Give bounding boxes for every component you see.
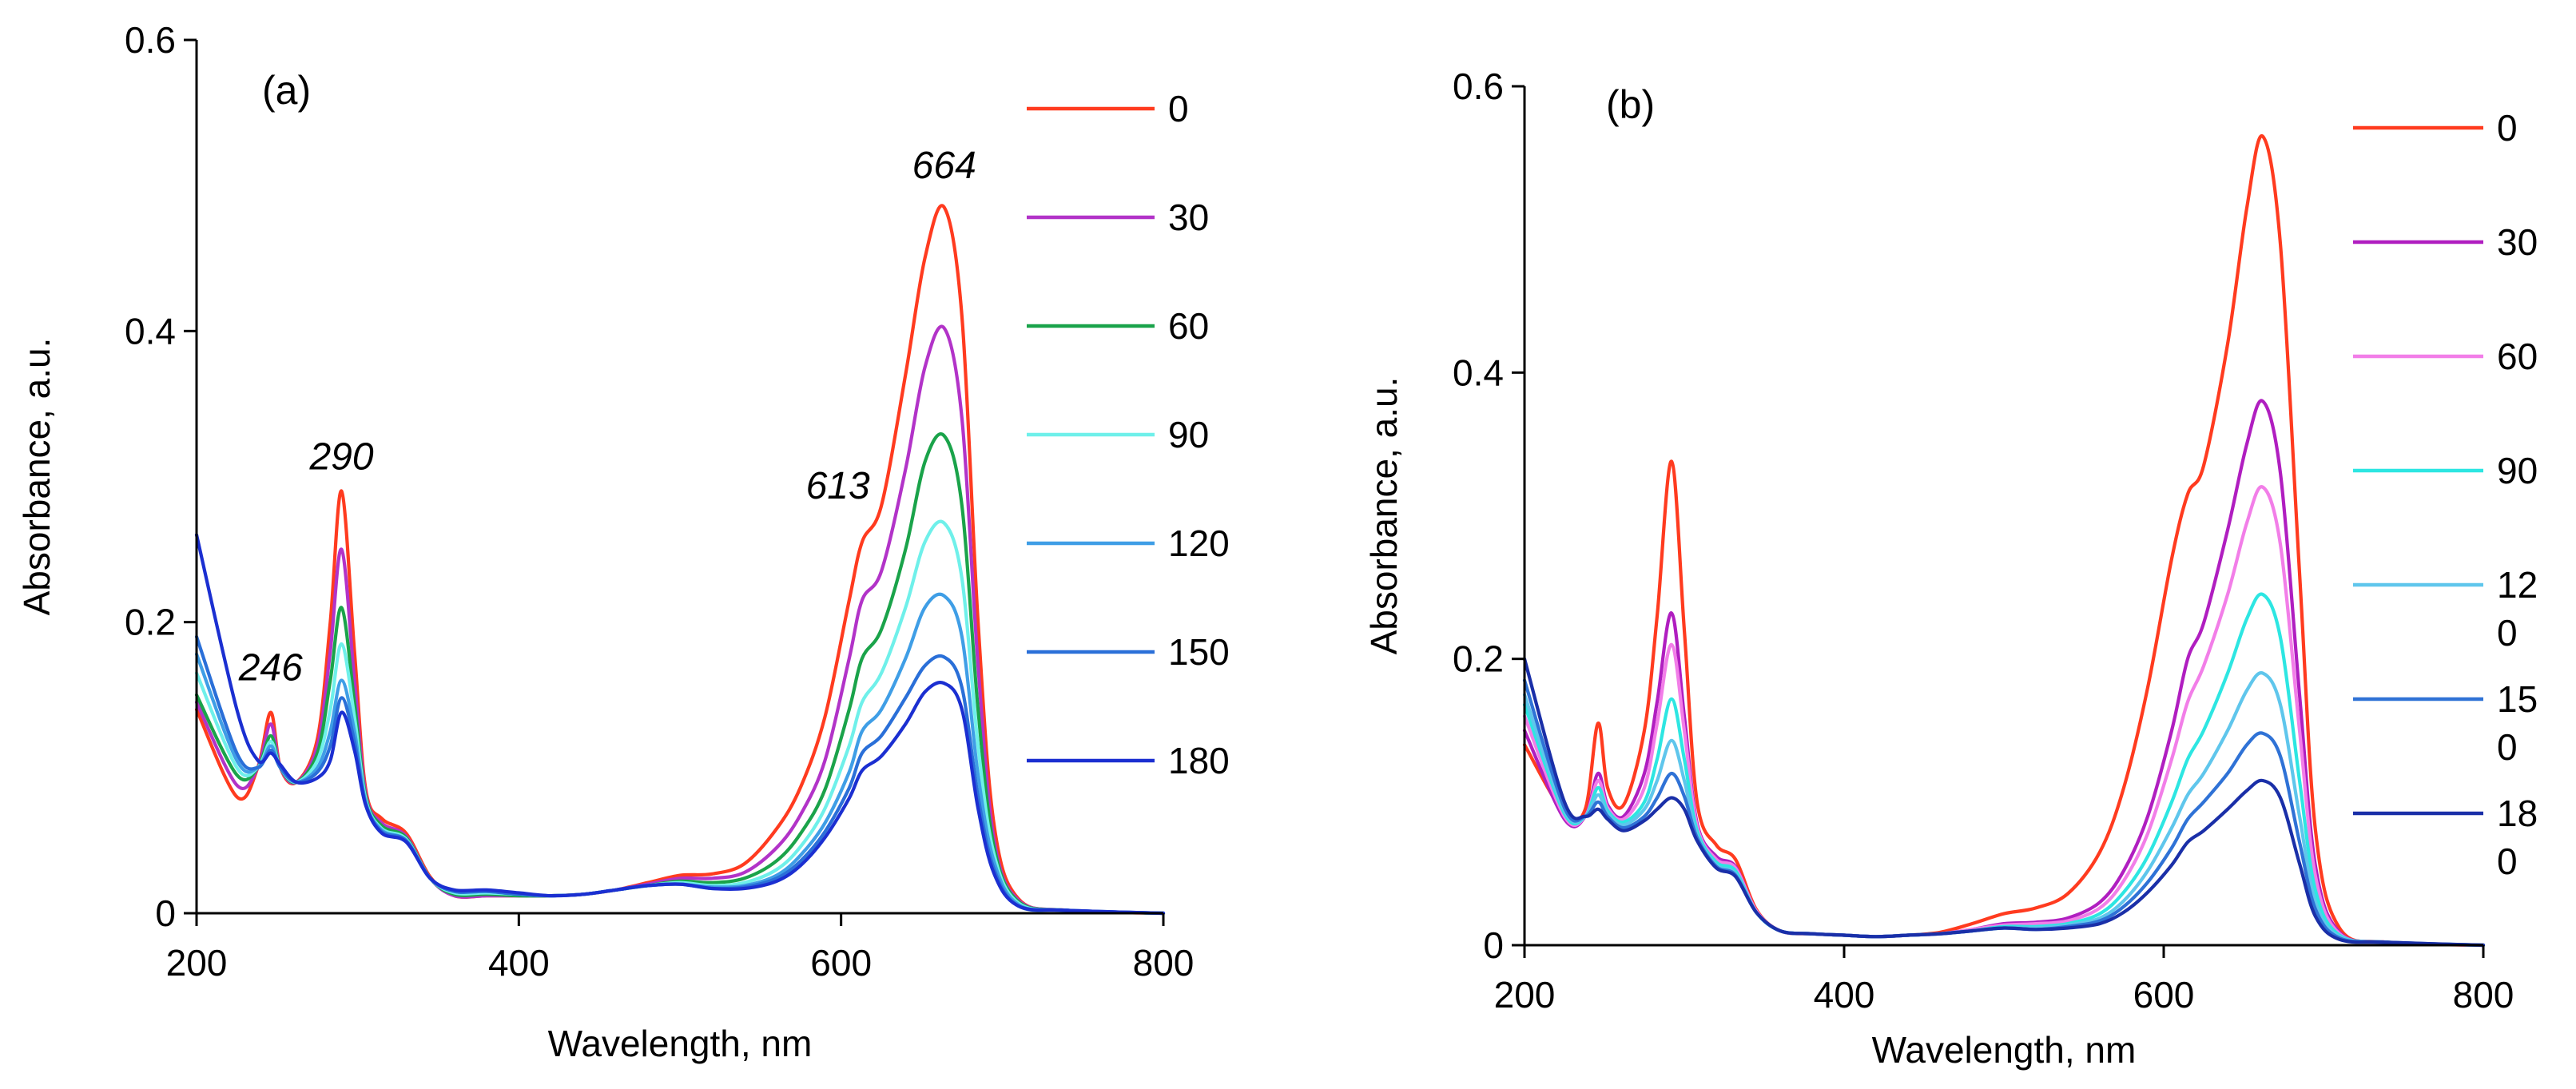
panel-b-legend-label: 0	[2497, 107, 2518, 149]
panel-a-legend: 0 30 60 90 120 150 180	[1027, 88, 1230, 781]
panel-a-y-tick-label: 0.2	[125, 602, 176, 643]
panel-a-y-tick-label: 0.4	[125, 310, 176, 352]
panel-a-series-line-180	[194, 533, 1166, 916]
panel-b-x-tick-label: 600	[2133, 974, 2195, 1015]
panel-b-legend-label: 60	[2497, 336, 2538, 377]
panel-b-legend-label: 12	[2497, 564, 2538, 606]
panel-a-y-axis-title: Absorbance, a.u.	[16, 338, 58, 616]
panel-a-x-tick-label: 800	[1133, 942, 1195, 984]
panel-a-peak-annotation: 246	[238, 647, 303, 690]
panel-a-x-tick-label: 600	[810, 942, 872, 984]
panel-b-label: (b)	[1606, 82, 1655, 127]
panel-a-series-line-30	[194, 324, 1166, 916]
panel-b-legend-label: 0	[2497, 841, 2518, 882]
panel-b-series-line-180	[1522, 657, 2486, 948]
panel-a-y-tick-label: 0	[155, 892, 176, 934]
panel-a-series-line-150	[194, 634, 1166, 916]
panel-a-peak-annotation: 664	[912, 145, 976, 187]
panel-b-legend-label: 18	[2497, 793, 2538, 834]
panel-b-series-line-150	[1522, 678, 2486, 948]
panel-b-x-tick-label: 800	[2453, 974, 2514, 1015]
panel-b-legend-label: 90	[2497, 450, 2538, 491]
panel-a-x-axis-title: Wavelength, nm	[548, 1023, 813, 1064]
panel-b-y-axis-title: Absorbance, a.u.	[1363, 377, 1405, 655]
panel-a-label: (a)	[262, 68, 311, 113]
panel-b-y-tick-label: 0.2	[1453, 638, 1504, 680]
panel-a-legend-label: 120	[1168, 523, 1230, 564]
panel-b-y-tick-label: 0.4	[1453, 352, 1504, 393]
panel-b-legend-label: 15	[2497, 678, 2538, 720]
panel-a-legend-label: 30	[1168, 197, 1209, 238]
panel-a-series-line-90	[194, 519, 1166, 916]
panel-a-legend-label: 180	[1168, 740, 1230, 781]
panel-b-legend-label: 30	[2497, 221, 2538, 263]
panel-b-series-line-120	[1522, 671, 2486, 948]
panel-a-series-line-0	[194, 204, 1166, 916]
panel-b-x-axis-title: Wavelength, nm	[1872, 1029, 2137, 1071]
panel-b-legend-label: 0	[2497, 726, 2518, 768]
panel-a-legend-label: 90	[1168, 414, 1209, 455]
panel-a-series-line-60	[194, 432, 1166, 916]
panel-a-series-line-120	[194, 592, 1166, 916]
panel-b-series-line-60	[1522, 485, 2486, 948]
panel-b-y-tick-label: 0	[1483, 924, 1504, 966]
panel-a-legend-label: 60	[1168, 305, 1209, 347]
panel-a-peak-annotation: 290	[308, 435, 373, 478]
panel-b-x-tick-label: 400	[1814, 974, 1875, 1015]
panel-a-y-tick-label: 0.6	[125, 19, 176, 61]
panel-b-y-tick-label: 0.6	[1453, 66, 1504, 107]
panel-b-series-line-0	[1522, 134, 2486, 948]
panel-b-x-tick-label: 200	[1494, 974, 1556, 1015]
panel-a-legend-label: 0	[1168, 88, 1189, 129]
panel-a-x-tick-label: 200	[166, 942, 228, 984]
panel-b-series-group	[1522, 134, 2486, 948]
panel-a-peak-annotation: 613	[806, 465, 870, 507]
panel-b-legend-label: 0	[2497, 612, 2518, 654]
panel-a-series-group	[194, 204, 1166, 916]
panel-a-legend-label: 150	[1168, 631, 1230, 673]
panel-a-x-tick-label: 400	[488, 942, 550, 984]
